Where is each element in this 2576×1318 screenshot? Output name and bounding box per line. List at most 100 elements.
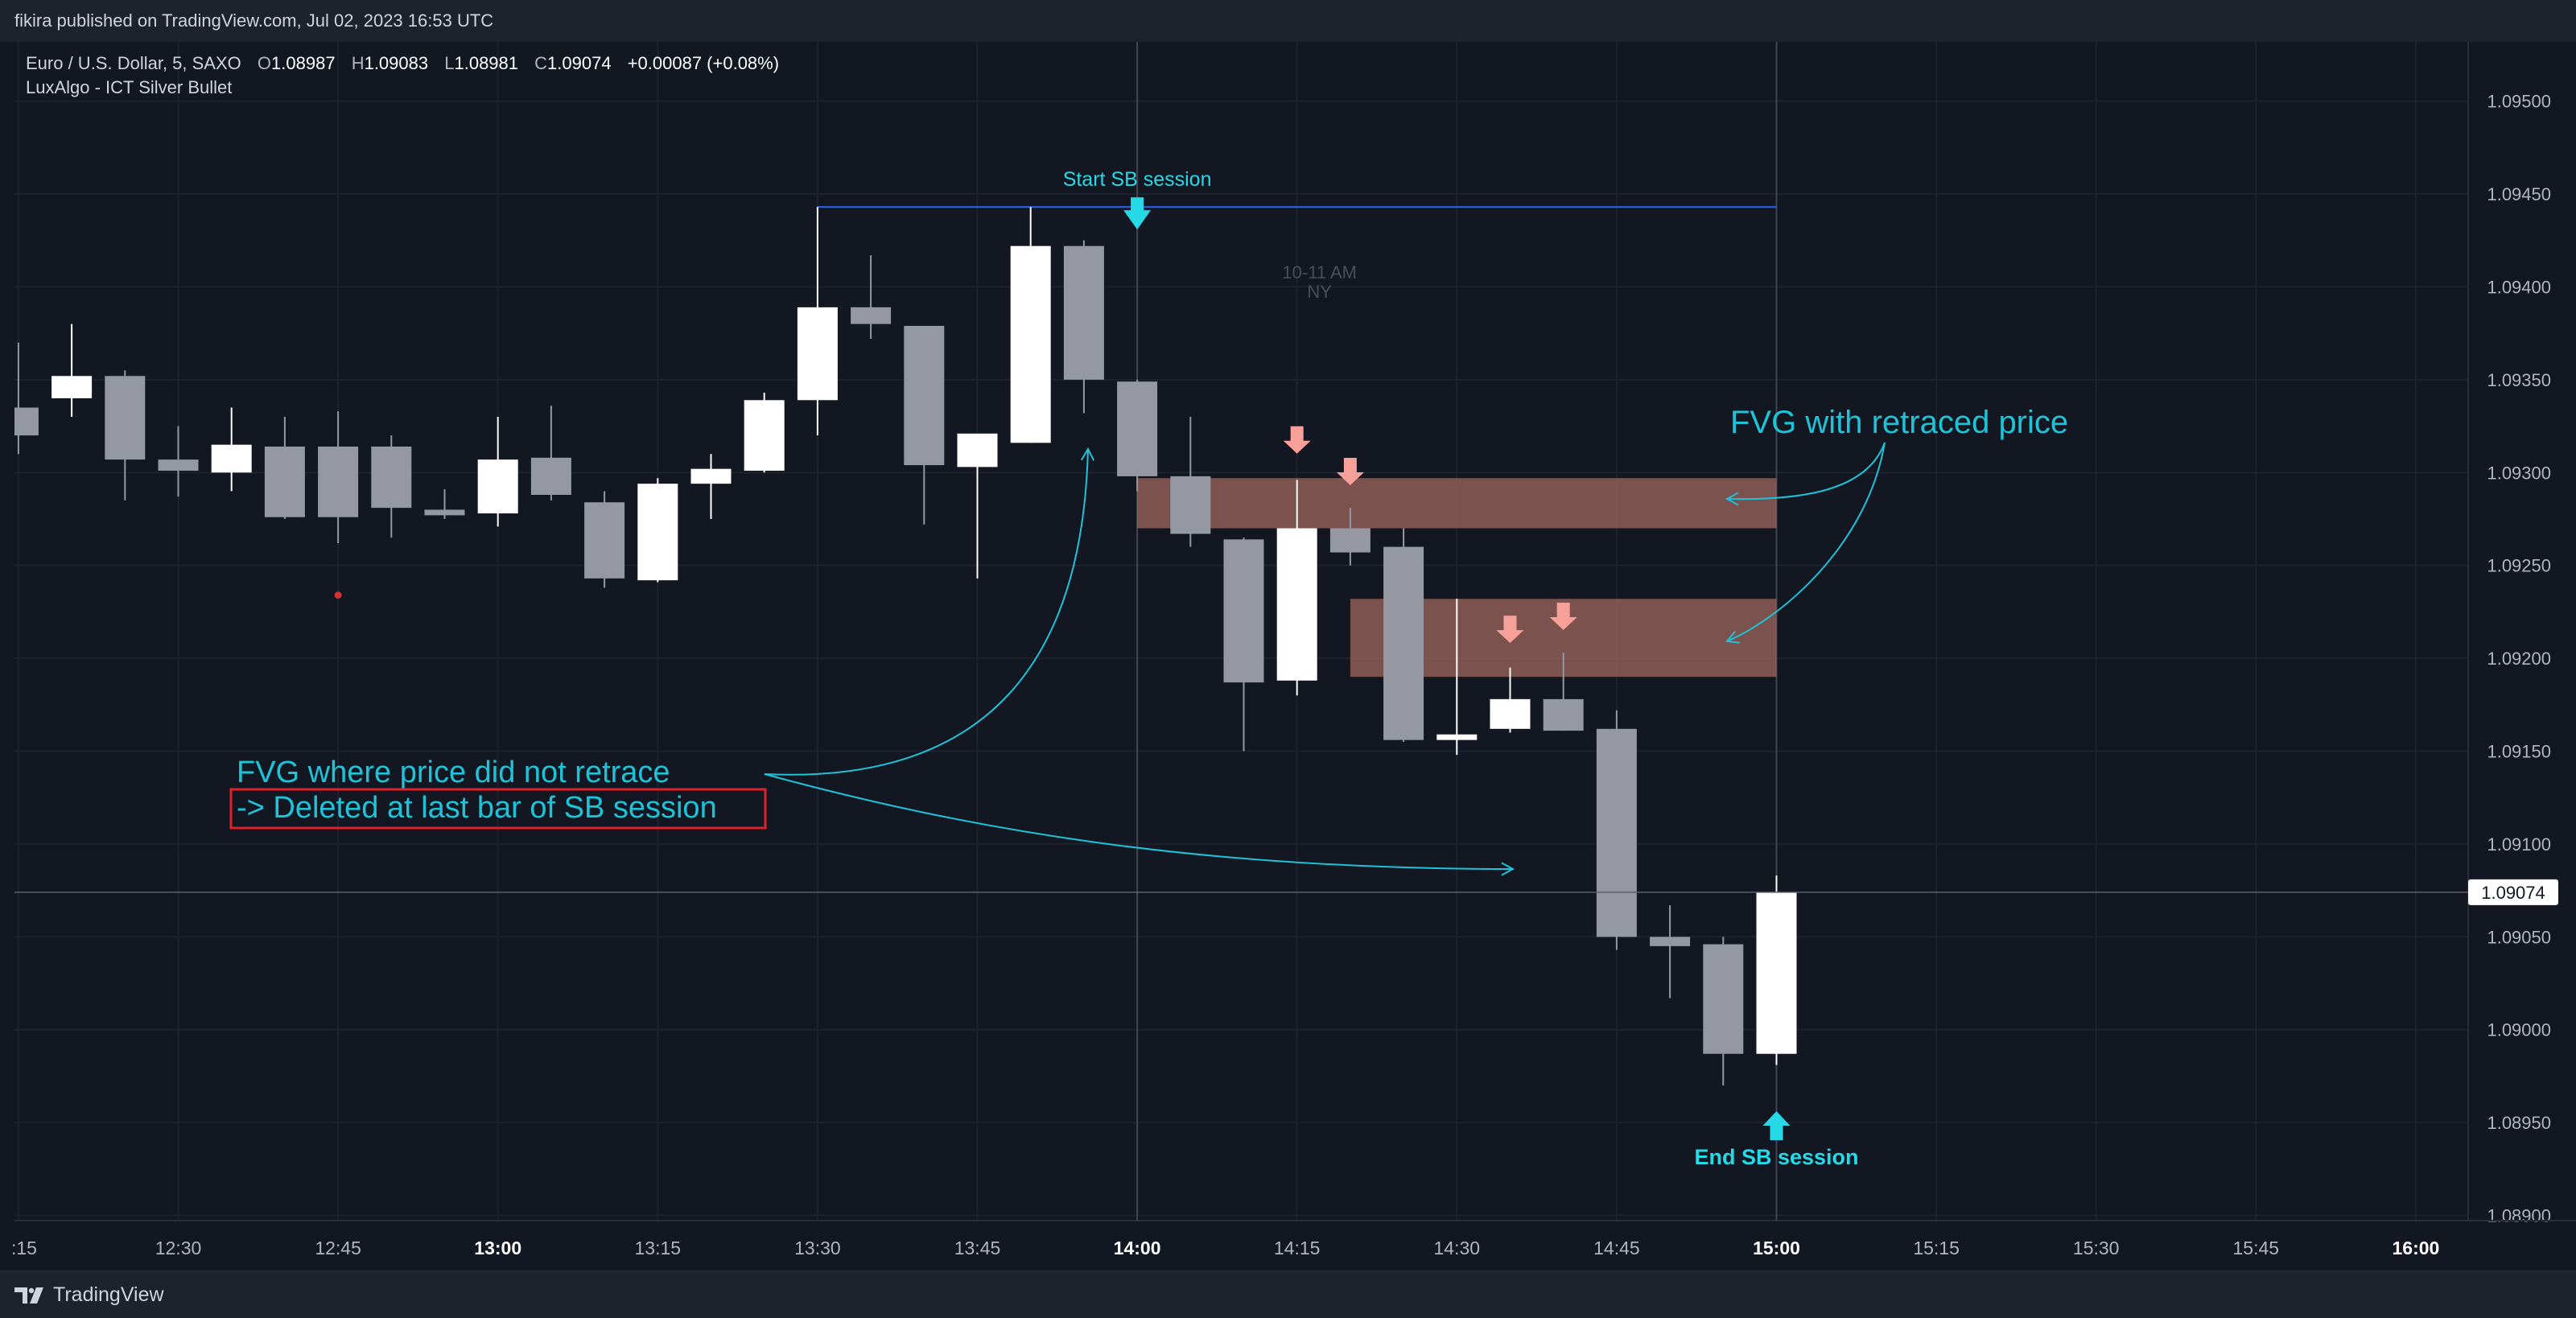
session-time-label: 10-11 AM bbox=[1282, 262, 1357, 282]
annotation-arrow-to-fvg bbox=[764, 448, 1089, 776]
time-tick-label: 13:00 bbox=[474, 1238, 521, 1258]
retrace-arrow-icon bbox=[1283, 426, 1311, 454]
candle-body[interactable] bbox=[1063, 245, 1104, 380]
candle-body[interactable] bbox=[318, 446, 359, 517]
time-tick-label: 15:15 bbox=[1913, 1238, 1960, 1258]
price-tick-label: 1.09050 bbox=[2487, 927, 2551, 947]
change-value: +0.00087 (+0.08%) bbox=[627, 53, 780, 73]
time-tick-label: 14:00 bbox=[1114, 1238, 1161, 1258]
candle-body[interactable] bbox=[1276, 528, 1317, 681]
publication-text: fikira published on TradingView.com, Jul… bbox=[14, 10, 494, 31]
price-tick-label: 1.09200 bbox=[2487, 649, 2551, 669]
candle-body[interactable] bbox=[371, 446, 412, 509]
retrace-arrow-icon bbox=[1549, 603, 1577, 631]
session-zone-label: NY bbox=[1307, 282, 1332, 302]
candle-body[interactable] bbox=[1436, 734, 1478, 740]
symbol-name[interactable]: Euro / U.S. Dollar, 5, SAXO bbox=[26, 53, 241, 73]
annotation-arrow-lower bbox=[1726, 442, 1886, 642]
time-tick-label: 15:45 bbox=[2233, 1238, 2280, 1258]
fvg-not-retraced-annotation: FVG where price did not retrace bbox=[237, 756, 670, 789]
candle-body[interactable] bbox=[1756, 892, 1797, 1054]
candle-body[interactable] bbox=[1383, 546, 1424, 740]
current-price-label: 1.09074 bbox=[2481, 883, 2545, 903]
fvg-box[interactable] bbox=[1137, 478, 1777, 529]
session-start-label: Start SB session bbox=[1063, 168, 1212, 191]
time-tick-label: 12:45 bbox=[315, 1238, 361, 1258]
candle-body[interactable] bbox=[477, 459, 518, 514]
chart-legend: Euro / U.S. Dollar, 5, SAXO O1.08987 H1.… bbox=[26, 51, 779, 100]
close-label: C bbox=[534, 53, 548, 73]
retrace-arrow-icon bbox=[1496, 616, 1524, 644]
candle-body[interactable] bbox=[52, 376, 93, 398]
time-tick-label: 13:15 bbox=[635, 1238, 682, 1258]
candle-body[interactable] bbox=[211, 444, 252, 473]
candle-body[interactable] bbox=[1490, 698, 1531, 729]
price-tick-label: 1.09450 bbox=[2487, 184, 2551, 204]
candle-body[interactable] bbox=[1170, 476, 1211, 534]
candle-body[interactable] bbox=[105, 376, 146, 460]
candle-body[interactable] bbox=[1329, 528, 1370, 553]
candle-body[interactable] bbox=[797, 307, 838, 401]
time-tick-label: 13:30 bbox=[794, 1238, 841, 1258]
candle-body[interactable] bbox=[1543, 698, 1584, 731]
brand-name: TradingView bbox=[53, 1283, 164, 1306]
tradingview-brand[interactable]: TradingView bbox=[14, 1283, 164, 1307]
annotation-arrow-to-session bbox=[764, 773, 1514, 870]
signal-dot bbox=[334, 591, 342, 599]
price-tick-label: 1.08950 bbox=[2487, 1113, 2551, 1133]
candle-body[interactable] bbox=[1596, 728, 1637, 937]
time-tick-label: :15 bbox=[11, 1238, 37, 1258]
price-tick-label: 1.09300 bbox=[2487, 463, 2551, 483]
candle-body[interactable] bbox=[637, 484, 678, 581]
candle-body[interactable] bbox=[584, 502, 625, 579]
candle-body[interactable] bbox=[530, 457, 571, 495]
candle-body[interactable] bbox=[424, 509, 465, 516]
candle-body[interactable] bbox=[1650, 937, 1691, 946]
candle-body[interactable] bbox=[851, 307, 892, 324]
current-price-tag bbox=[2468, 879, 2558, 905]
high-value: 1.09083 bbox=[364, 53, 429, 73]
open-label: O bbox=[257, 53, 272, 73]
time-tick-label: 13:45 bbox=[954, 1238, 1001, 1258]
tradingview-logo-icon bbox=[14, 1287, 43, 1304]
annotation-arrowhead-icon bbox=[1725, 492, 1739, 506]
candle-body[interactable] bbox=[904, 325, 945, 466]
low-label: L bbox=[444, 53, 455, 73]
annotation-arrowhead-icon bbox=[1501, 862, 1515, 876]
annotation-arrowhead-icon bbox=[1080, 447, 1095, 461]
pane-left-margin bbox=[0, 42, 14, 1221]
price-tick-label: 1.09500 bbox=[2487, 92, 2551, 112]
retrace-arrow-icon bbox=[1336, 457, 1364, 485]
price-chart[interactable]: 1.08900 1.08950 1.09000 1.09050 1.09100 1.091… bbox=[0, 42, 2576, 1271]
candle-body[interactable] bbox=[158, 459, 199, 471]
candle-body[interactable] bbox=[1010, 245, 1051, 443]
price-tick-label: 1.09000 bbox=[2487, 1020, 2551, 1040]
time-tick-label: 15:00 bbox=[1753, 1238, 1800, 1258]
candle-body[interactable] bbox=[1703, 944, 1744, 1054]
publication-header: fikira published on TradingView.com, Jul… bbox=[0, 0, 2576, 43]
price-tick-label: 1.09250 bbox=[2487, 556, 2551, 576]
candle-body[interactable] bbox=[957, 433, 998, 467]
session-end-label: End SB session bbox=[1694, 1145, 1858, 1169]
price-tick-label: 1.09100 bbox=[2487, 834, 2551, 855]
candle-body[interactable] bbox=[744, 400, 785, 471]
high-label: H bbox=[351, 53, 365, 73]
time-tick-label: 14:15 bbox=[1274, 1238, 1321, 1258]
candle-body[interactable] bbox=[264, 446, 305, 517]
candle-body[interactable] bbox=[690, 468, 732, 484]
price-tick-label: 1.08900 bbox=[2487, 1206, 2551, 1226]
indicator-name[interactable]: LuxAlgo - ICT Silver Bullet bbox=[26, 77, 233, 97]
deleted-note-box bbox=[229, 788, 767, 830]
open-value: 1.08987 bbox=[271, 53, 336, 73]
fvg-retraced-annotation: FVG with retraced price bbox=[1730, 405, 2068, 440]
price-tick-label: 1.09150 bbox=[2487, 742, 2551, 762]
candle-body[interactable] bbox=[1117, 381, 1158, 476]
low-value: 1.08981 bbox=[454, 53, 519, 73]
time-tick-label: 15:30 bbox=[2073, 1238, 2120, 1258]
annotation-arrowhead-icon bbox=[1725, 630, 1741, 644]
time-tick-label: 14:30 bbox=[1434, 1238, 1481, 1258]
price-tick-label: 1.09350 bbox=[2487, 370, 2551, 390]
session-end-arrow-icon bbox=[1762, 1111, 1791, 1140]
annotation-arrow-upper bbox=[1726, 442, 1886, 500]
candle-body[interactable] bbox=[1223, 539, 1264, 683]
